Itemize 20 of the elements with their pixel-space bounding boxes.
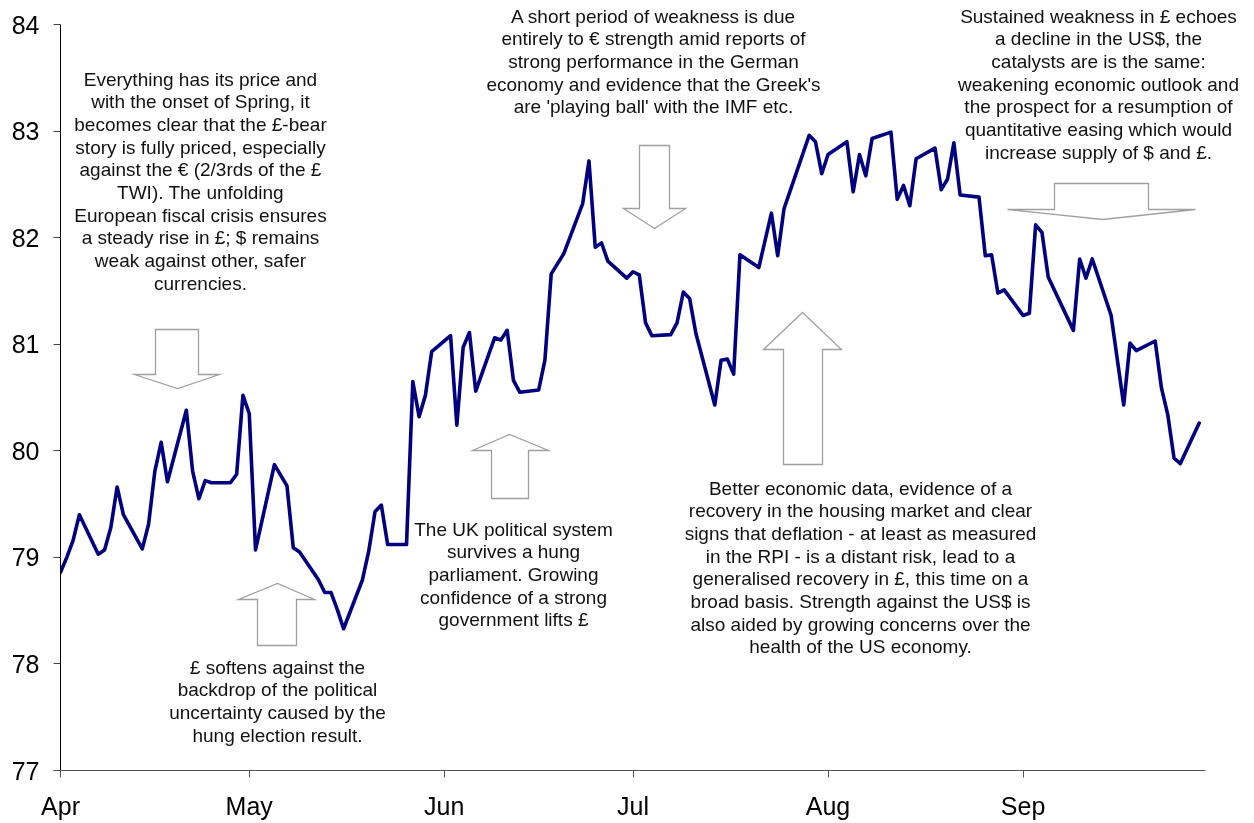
text: Everything has its price and with the onset of Spring, it becomes clear that the £-bear story is fully priced, especially against the € (2/3rds of the £ TWI). The unfolding European fiscal crisis ensures a steady rise in £; $ remains weak against other, safer currencies. [74,68,327,294]
annotation: Better economic data, evidence of a recovery in the housing market and clear signs that deflation - at least as measured in the RPI - is a distant risk, lead to a generalised recovery in £, this time on a broad basis. Strength against the US$ is also aided by growing concerns over the health of the US economy. [684,477,1037,658]
x-tick-label: Jul [617,791,649,820]
x-tick-label: May [225,791,274,820]
annotation: A short period of weakness is due entirely to € strength amid reports of strong performance in the German economy and evidence that the Greek's are 'playing ball' with the IMF etc. [486,5,821,118]
y-tick-label: 82 [11,223,40,252]
x-tick-label: Aug [805,791,851,820]
annotation: £ softens against the backdrop of the political uncertainty caused by the hung election result. [169,656,386,746]
y-tick-label: 79 [11,543,40,572]
y-tick-label: 81 [11,330,40,359]
annotation: Sustained weakness in £ echoes a decline in the US$, the catalysts are is the same: weakening economic outlook and the prospect for a resumption of quantitative easing which would increase supply of $ and £. [957,5,1239,163]
y-tick-label: 80 [11,436,40,465]
annotation: The UK political system survives a hung parliament. Growing confidence of a strong government lifts £ [414,518,613,631]
y-tick-label: 84 [11,10,40,39]
y-tick-label: 78 [11,649,40,678]
x-tick-label: Apr [41,791,80,820]
y-tick-label: 77 [11,756,40,785]
x-tick-label: Jun [424,791,465,820]
x-tick-label: Sep [1000,791,1046,820]
y-tick-label: 83 [11,117,40,146]
